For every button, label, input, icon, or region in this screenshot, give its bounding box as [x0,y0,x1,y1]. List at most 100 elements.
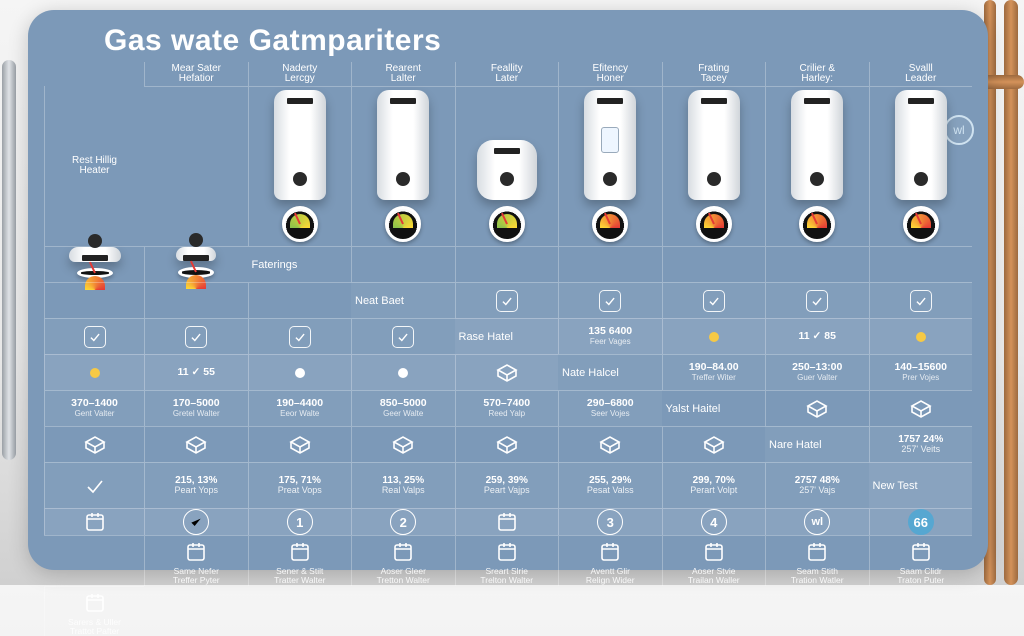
cell-r4-6 [455,426,559,462]
cell-r0-2 [558,246,662,282]
heater-image-3 [584,90,636,200]
heater-image-0 [274,90,326,200]
heater-cell-8 [144,246,248,282]
cube-icon [909,397,933,421]
cell-r2-2: 11 ✓ 85 [765,318,869,354]
cell-r3-7: 570–7400Reed Yalp [455,390,559,426]
cube-icon [184,433,208,457]
cell-r4-1 [869,390,973,426]
corner-empty [44,62,144,86]
efficiency-gauge-icon [489,206,525,242]
row-label-r0: Faterings [248,246,352,282]
heater-cell-5 [765,86,869,246]
check-icon [84,326,106,348]
footer-icon [598,540,622,564]
status-dot-icon [90,368,100,378]
footer-cell-8: Sarers & UllerTrattot Pafter [44,586,144,636]
footer-cell-4: Aventt GlirRelign Wider [558,535,662,586]
cube-icon [288,433,312,457]
heater-cell-2 [455,86,559,246]
cell-r5-3: 175, 71%Preat Vops [248,462,352,508]
heater-image-7 [69,247,121,262]
check-icon [703,290,725,312]
status-dot-icon [398,368,408,378]
cube-icon [495,361,519,385]
cell-r1-4 [869,282,973,318]
efficiency-gauge-icon [799,206,835,242]
cell-r2-3 [869,318,973,354]
heater-image-8 [176,247,216,261]
comparison-grid: Mear SaterHefatiorNadertyLercgyRearentLa… [44,62,972,636]
calendar-icon [495,510,519,534]
check-circle-icon [183,509,209,535]
footer-icon [288,540,312,564]
footer-cell-0: Same NeferTreffer Pyter [144,535,248,586]
cell-r4-4 [248,426,352,462]
footer-cell-6: Seam StithTration Watler [765,535,869,586]
footer-icon [83,591,107,615]
footer-icon [909,540,933,564]
cell-r0-1 [455,246,559,282]
rank-badge: 3 [597,509,623,535]
column-header-0: Mear SaterHefatior [144,62,248,86]
column-header-8: Rest HilligHeater [44,86,144,246]
footer-cell-1: Sener & StiltTratter Walter [248,535,352,586]
cell-r5-7: 299, 70%Perart Volpt [662,462,766,508]
row-label-r4: Yalst Haitel [662,390,766,426]
efficiency-gauge-icon [903,206,939,242]
cell-r5-8: 2757 48%257' Vajs [765,462,869,508]
heater-image-1 [377,90,429,200]
row-label-r1: Neat Baet [351,282,455,318]
footer-icon [391,540,415,564]
heater-cell-4 [662,86,766,246]
footer-icon [184,540,208,564]
cube-icon [702,433,726,457]
status-dot-icon [916,332,926,342]
cell-r6-7: wl [765,508,869,535]
heater-cell-6 [869,86,973,246]
cell-r1-6 [144,318,248,354]
cell-r0-7 [144,282,248,318]
column-header-3: FeallityLater [455,62,559,86]
heater-row-label [144,86,248,246]
heater-cell-3 [558,86,662,246]
footer-icon [702,540,726,564]
cell-r1-8 [351,318,455,354]
heater-cell-7 [44,246,144,282]
check-icon [806,290,828,312]
cube-icon [391,433,415,457]
heater-image-6 [895,90,947,200]
efficiency-gauge-icon [592,206,628,242]
cube-icon [83,433,107,457]
cell-r1-7 [248,318,352,354]
cube-icon [598,433,622,457]
cell-r6-8: 66 [869,508,973,535]
cell-r6-1 [144,508,248,535]
cell-r5-6: 255, 29%Pesat Valss [558,462,662,508]
cell-r5-1 [44,462,144,508]
cell-r0-8 [248,282,352,318]
column-header-2: RearentLalter [351,62,455,86]
bg-pipe-left [2,60,16,460]
rank-badge: 4 [701,509,727,535]
column-header-4: EfitencyHoner [558,62,662,86]
check-icon [185,326,207,348]
column-header-7: SvalllLeader [869,62,973,86]
cell-r2-1 [662,318,766,354]
cube-icon [805,397,829,421]
cell-r4-5 [351,426,455,462]
footer-cell-7: Saam ClidrTraton Puter [869,535,973,586]
row-label-r5: Nare Hatel [765,426,869,462]
cell-r3-8: 290–6800Seer Vojes [558,390,662,426]
efficiency-gauge-icon [696,206,732,242]
check-icon [496,290,518,312]
wl-icon: wl [804,509,830,535]
cell-r6-4 [455,508,559,535]
cell-r2-0: 135 6400Feer Vages [558,318,662,354]
footer-cell-5: Aoser StvieTrailan Waller [662,535,766,586]
page-title: Gas wate Gatmpariters [104,24,972,58]
cell-r2-4 [44,354,144,390]
cell-r1-1 [558,282,662,318]
column-header-6: Crilier &Harley: [765,62,869,86]
heater-image-2 [477,140,537,200]
